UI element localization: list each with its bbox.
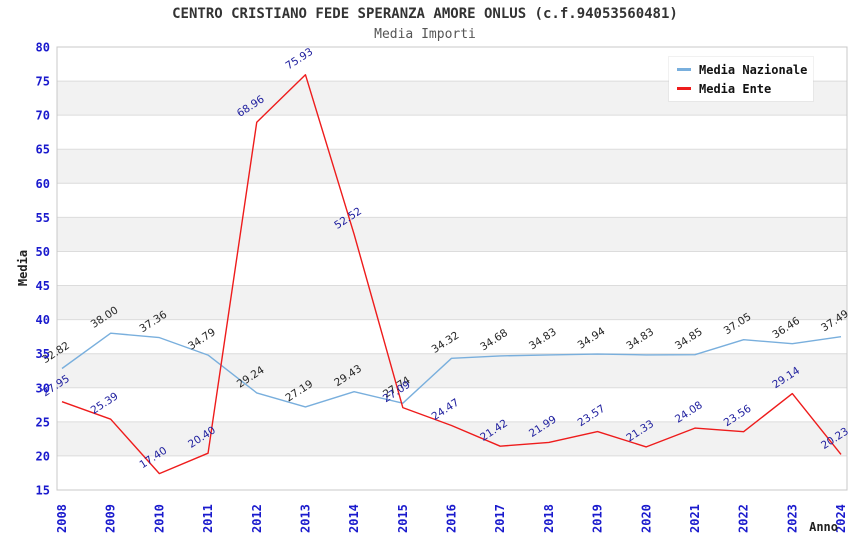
plot-band (57, 285, 847, 320)
x-tick-label: 2008 (55, 504, 69, 533)
legend-label-media-ente: Media Ente (699, 81, 772, 96)
x-tick-label: 2016 (445, 504, 459, 533)
x-tick-label: 2012 (250, 504, 264, 533)
y-tick-label: 35 (36, 347, 50, 361)
x-tick-label: 2018 (542, 504, 556, 533)
series-line-1 (61, 73, 842, 475)
y-tick-label: 80 (36, 41, 50, 55)
x-tick-label: 2017 (493, 504, 507, 533)
y-tick-label: 50 (36, 245, 50, 259)
plot-band (57, 251, 847, 286)
x-tick-label: 2024 (834, 504, 848, 533)
plot-border (56, 46, 848, 491)
plot-band (57, 455, 847, 490)
x-tick-label: 2023 (785, 504, 799, 533)
plot-band (57, 217, 847, 252)
y-tick-label: 20 (36, 449, 50, 463)
x-tick-label: 2019 (591, 504, 605, 533)
chart-subtitle: Media Importi (374, 27, 476, 42)
plot-band (57, 387, 847, 422)
x-tick-label: 2011 (201, 504, 215, 533)
y-tick-label: 55 (36, 211, 50, 225)
legend-label-media-nazionale: Media Nazionale (699, 62, 808, 77)
y-tick-label: 25 (36, 415, 50, 429)
x-tick-label: 2013 (298, 504, 312, 533)
y-tick-label: 60 (36, 177, 50, 191)
x-tick-label: 2014 (347, 504, 361, 533)
y-tick-label: 40 (36, 313, 50, 327)
plot-band (57, 183, 847, 218)
y-tick-label: 30 (36, 381, 50, 395)
plot-band (57, 421, 847, 456)
y-axis-title: Media (16, 250, 30, 286)
series-line-0 (61, 332, 842, 408)
y-tick-label: 70 (36, 109, 50, 123)
media-ente-line-swatch (677, 87, 691, 90)
plot-band (57, 115, 847, 150)
x-tick-label: 2022 (737, 504, 751, 533)
x-tick-label: 2009 (104, 504, 118, 533)
x-tick-label: 2010 (152, 504, 166, 533)
legend-item-media-nazionale: Media Nazionale (669, 63, 813, 77)
y-tick-label: 75 (36, 75, 50, 89)
x-axis-title: Anno (809, 520, 838, 534)
plot-band (57, 353, 847, 388)
x-tick-label: 2020 (639, 504, 653, 533)
legend-item-media-ente: Media Ente (669, 82, 813, 96)
x-tick-label: 2021 (688, 504, 702, 533)
y-tick-label: 45 (36, 279, 50, 293)
chart-title: CENTRO CRISTIANO FEDE SPERANZA AMORE ONL… (172, 6, 678, 22)
plot-band (57, 149, 847, 184)
y-tick-label: 65 (36, 143, 50, 157)
legend: Media Nazionale Media Ente (669, 57, 813, 101)
media-nazionale-line-swatch (677, 68, 691, 71)
x-tick-label: 2015 (396, 504, 410, 533)
y-tick-label: 15 (36, 484, 50, 498)
